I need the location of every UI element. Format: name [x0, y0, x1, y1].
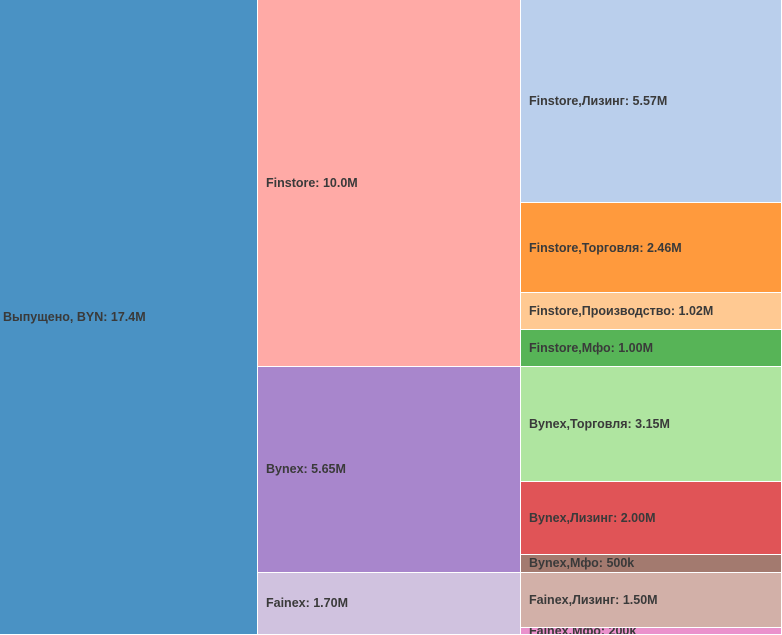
icicle-label-finstore-trade: Finstore,Торговля: 2.46M	[529, 240, 682, 255]
icicle-label-root: Выпущено, BYN: 17.4M	[3, 310, 146, 324]
icicle-cell-root[interactable]: Выпущено, BYN: 17.4M	[0, 0, 258, 635]
icicle-cell-finstore-trade[interactable]: Finstore,Торговля: 2.46M	[521, 203, 782, 294]
icicle-cell-finstore[interactable]: Finstore: 10.0M	[258, 0, 521, 367]
icicle-cell-bynex-leasing[interactable]: Bynex,Лизинг: 2.00M	[521, 481, 782, 555]
icicle-label-fainex-leasing: Fainex,Лизинг: 1.50M	[529, 592, 658, 607]
icicle-label-bynex-trade: Bynex,Торговля: 3.15M	[529, 416, 670, 431]
icicle-cell-bynex-mfo[interactable]: Bynex,Мфо: 500k	[521, 554, 782, 573]
icicle-label-finstore: Finstore: 10.0M	[266, 175, 358, 190]
icicle-label-bynex-mfo: Bynex,Мфо: 500k	[529, 556, 635, 571]
icicle-cell-finstore-production[interactable]: Finstore,Производство: 1.02M	[521, 293, 782, 331]
icicle-label-fainex-mfo: Fainex,Мфо: 200k	[529, 627, 637, 635]
icicle-cell-finstore-leasing[interactable]: Finstore,Лизинг: 5.57M	[521, 0, 782, 204]
icicle-cell-fainex-mfo[interactable]: Fainex,Мфо: 200k	[521, 627, 782, 635]
icicle-label-bynex: Bynex: 5.65M	[266, 462, 346, 477]
icicle-cell-fainex[interactable]: Fainex: 1.70M	[258, 572, 521, 635]
icicle-label-finstore-leasing: Finstore,Лизинг: 5.57M	[529, 94, 668, 109]
icicle-label-finstore-production: Finstore,Производство: 1.02M	[529, 304, 714, 319]
icicle-label-finstore-mfo: Finstore,Мфо: 1.00M	[529, 341, 653, 355]
icicle-cell-fainex-leasing[interactable]: Fainex,Лизинг: 1.50M	[521, 572, 782, 628]
icicle-label-fainex: Fainex: 1.70M	[266, 596, 348, 611]
icicle-cell-finstore-mfo[interactable]: Finstore,Мфо: 1.00M	[521, 330, 782, 367]
icicle-cell-bynex-trade[interactable]: Bynex,Торговля: 3.15M	[521, 366, 782, 482]
icicle-cell-bynex[interactable]: Bynex: 5.65M	[258, 366, 521, 573]
icicle-label-bynex-leasing: Bynex,Лизинг: 2.00M	[529, 510, 656, 525]
